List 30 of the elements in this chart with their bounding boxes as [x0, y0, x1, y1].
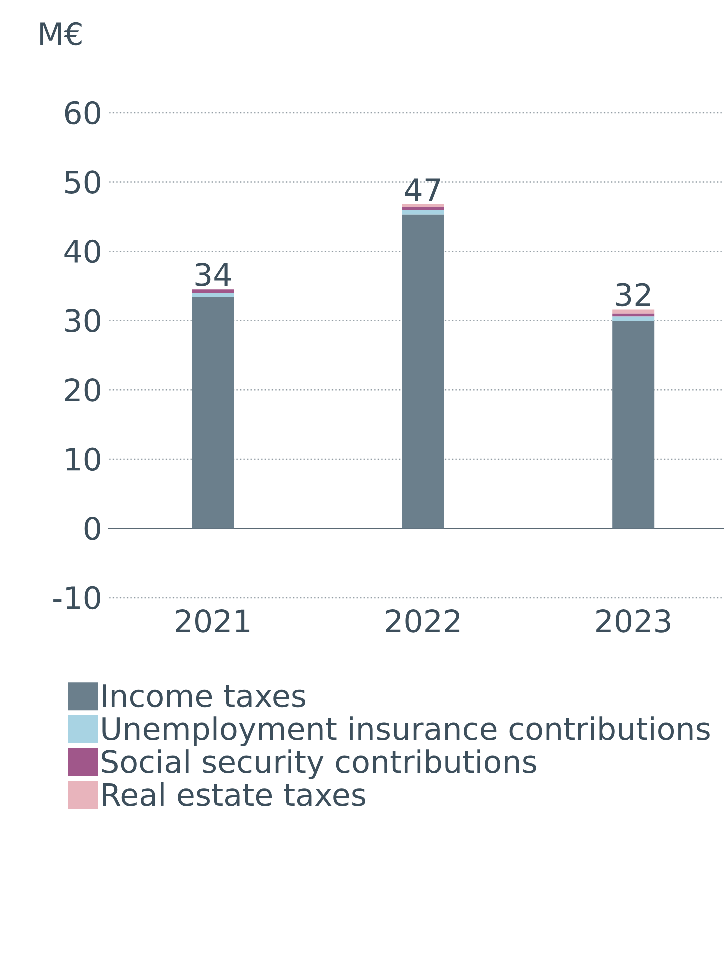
y-tick-label: 50 — [66, 170, 100, 194]
legend-label: Social security contributions — [102, 750, 536, 780]
y-tick-label: -10 — [54, 586, 100, 610]
bar — [192, 293, 234, 298]
y-axis-title: M€ — [40, 22, 82, 46]
y-tick-label: 40 — [64, 240, 100, 264]
legend-label: Income taxes — [103, 684, 306, 708]
legend-label: Real estate taxes — [103, 782, 366, 806]
y-tick-label: 0 — [84, 517, 100, 540]
bar — [612, 314, 655, 317]
y-tick-label: 20 — [65, 378, 100, 402]
total-label: 47 — [405, 178, 440, 202]
bar — [192, 297, 234, 529]
y-tick-label: 60 — [65, 101, 100, 125]
bar — [612, 316, 655, 322]
legend-label: Unemployment insurance contributions — [102, 716, 710, 747]
x-tick-label: 2022 — [386, 610, 460, 633]
bar — [402, 214, 444, 529]
bar — [402, 207, 444, 210]
bar — [612, 322, 655, 529]
y-tick-label: 30 — [66, 309, 100, 333]
x-tick-label: 2023 — [596, 610, 670, 633]
bar — [402, 204, 444, 208]
bar — [402, 210, 444, 215]
x-tick-label: 2021 — [176, 610, 250, 633]
total-label: 32 — [616, 283, 650, 307]
total-label: 34 — [196, 263, 232, 286]
bar — [192, 290, 234, 294]
y-tick-label: 10 — [66, 448, 100, 472]
bar — [612, 310, 655, 314]
